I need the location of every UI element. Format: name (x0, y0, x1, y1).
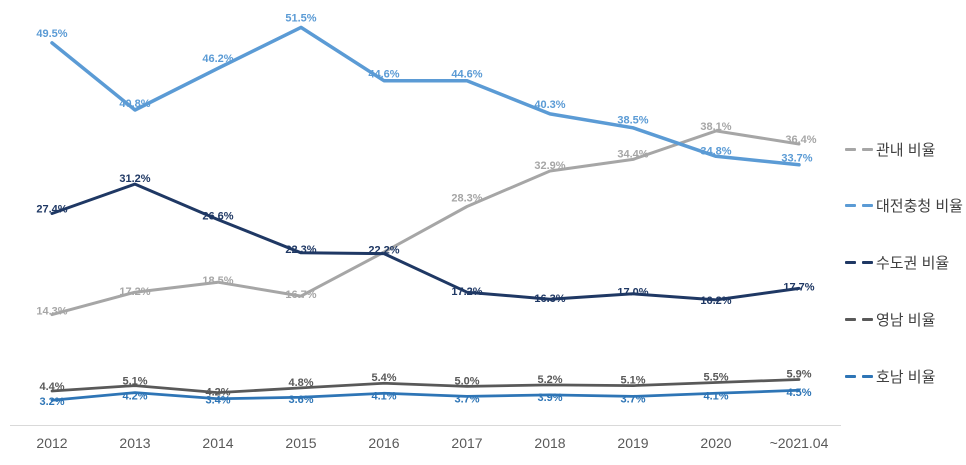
series-line-gwannae-ratio (50, 129, 801, 317)
data-label-gwannae-ratio: 36.4% (785, 134, 816, 146)
data-label-daejeon-chungcheong-ratio: 44.6% (451, 69, 482, 81)
data-label-yeongnam-ratio: 4.4% (39, 381, 64, 393)
data-label-daejeon-chungcheong-ratio: 34.8% (700, 145, 731, 157)
data-label-daejeon-chungcheong-ratio: 46.2% (202, 53, 233, 65)
x-axis-label: 2014 (202, 435, 233, 451)
data-label-sudogwon-ratio: 17.0% (617, 287, 648, 299)
data-label-yeongnam-ratio: 5.5% (703, 371, 728, 383)
data-label-gwannae-ratio: 38.1% (700, 121, 731, 133)
data-label-gwannae-ratio: 34.4% (617, 148, 648, 160)
data-label-honam-ratio: 3.2% (39, 396, 64, 408)
legend-dash-icon (862, 261, 873, 265)
legend-label: 관내 비율 (876, 141, 936, 159)
legend-dash-icon (845, 261, 856, 265)
data-label-sudogwon-ratio: 27.4% (36, 203, 67, 215)
legend-item-sudogwon-ratio: 수도권 비율 (845, 253, 949, 273)
data-label-yeongnam-ratio: 4.2% (205, 386, 230, 398)
legend-dash-icon (862, 317, 873, 321)
data-label-honam-ratio: 4.1% (703, 390, 728, 402)
data-label-honam-ratio: 4.5% (786, 387, 811, 399)
legend-dash-icon (862, 374, 873, 378)
series-line-yeongnam-ratio (50, 378, 801, 394)
data-label-gwannae-ratio: 14.3% (36, 306, 67, 318)
legend-dash-icon (845, 147, 856, 151)
legend-label: 수도권 비율 (876, 255, 950, 273)
legend-dash-icon (845, 204, 856, 208)
data-label-daejeon-chungcheong-ratio: 33.7% (781, 153, 812, 165)
data-label-honam-ratio: 3.4% (205, 395, 230, 407)
data-label-daejeon-chungcheong-ratio: 51.5% (285, 12, 316, 24)
data-label-honam-ratio: 3.7% (620, 393, 645, 405)
legend-dash-icon (845, 317, 856, 321)
data-label-daejeon-chungcheong-ratio: 38.5% (617, 115, 648, 127)
legend-label: 호남 비율 (876, 368, 936, 386)
data-label-yeongnam-ratio: 5.2% (537, 374, 562, 386)
legend-item-yeongnam-ratio: 영남 비율 (845, 309, 935, 329)
data-label-gwannae-ratio: 28.3% (451, 192, 482, 204)
series-line-honam-ratio (50, 388, 801, 402)
data-label-yeongnam-ratio: 4.8% (288, 377, 313, 389)
data-label-daejeon-chungcheong-ratio: 49.5% (36, 28, 67, 40)
series-line-sudogwon-ratio (50, 182, 801, 302)
data-label-honam-ratio: 3.6% (288, 394, 313, 406)
legend-dash-icon (862, 147, 873, 151)
data-label-gwannae-ratio: 16.7% (285, 289, 316, 301)
data-label-sudogwon-ratio: 17.2% (451, 286, 482, 298)
x-axis-label: 2019 (617, 435, 648, 451)
x-axis-label: 2020 (700, 435, 731, 451)
data-label-sudogwon-ratio: 22.3% (285, 244, 316, 256)
data-label-sudogwon-ratio: 16.3% (534, 293, 565, 305)
data-label-yeongnam-ratio: 5.9% (786, 368, 811, 380)
x-axis-label: 2018 (534, 435, 565, 451)
x-axis-label: 2015 (285, 435, 316, 451)
x-axis-label: 2016 (368, 435, 399, 451)
data-label-sudogwon-ratio: 26.6% (202, 211, 233, 223)
legend-label: 영남 비율 (876, 311, 936, 329)
legend-item-daejeon-chungcheong-ratio: 대전충청 비율 (845, 196, 963, 216)
data-label-daejeon-chungcheong-ratio: 40.3% (534, 99, 565, 111)
x-axis-label: ~2021.04 (770, 435, 829, 451)
legend-dash-icon (862, 204, 873, 208)
data-label-daejeon-chungcheong-ratio: 40.8% (119, 98, 150, 110)
data-label-yeongnam-ratio: 5.1% (122, 376, 147, 388)
legend-label: 대전충청 비율 (876, 198, 963, 216)
data-label-honam-ratio: 3.9% (537, 392, 562, 404)
legend-dash-icon (845, 374, 856, 378)
data-label-gwannae-ratio: 18.5% (202, 275, 233, 287)
legend-item-gwannae-ratio: 관내 비율 (845, 139, 935, 159)
data-label-yeongnam-ratio: 5.4% (371, 372, 396, 384)
legend-item-honam-ratio: 호남 비율 (845, 366, 935, 386)
x-axis-label: 2013 (119, 435, 150, 451)
data-label-daejeon-chungcheong-ratio: 44.6% (368, 69, 399, 81)
data-label-yeongnam-ratio: 5.1% (620, 375, 645, 387)
series-line-daejeon-chungcheong-ratio (50, 25, 801, 167)
data-label-sudogwon-ratio: 31.2% (119, 173, 150, 185)
data-label-honam-ratio: 3.7% (454, 393, 479, 405)
data-label-honam-ratio: 4.2% (122, 390, 147, 402)
data-label-yeongnam-ratio: 5.0% (454, 375, 479, 387)
data-label-honam-ratio: 4.1% (371, 390, 396, 402)
data-label-sudogwon-ratio: 17.7% (783, 281, 814, 293)
x-axis-label: 2012 (36, 435, 67, 451)
data-label-gwannae-ratio: 17.2% (119, 286, 150, 298)
data-label-gwannae-ratio: 32.9% (534, 160, 565, 172)
x-axis-label: 2017 (451, 435, 482, 451)
data-label-sudogwon-ratio: 16.2% (700, 295, 731, 307)
data-label-sudogwon-ratio: 22.2% (368, 245, 399, 257)
